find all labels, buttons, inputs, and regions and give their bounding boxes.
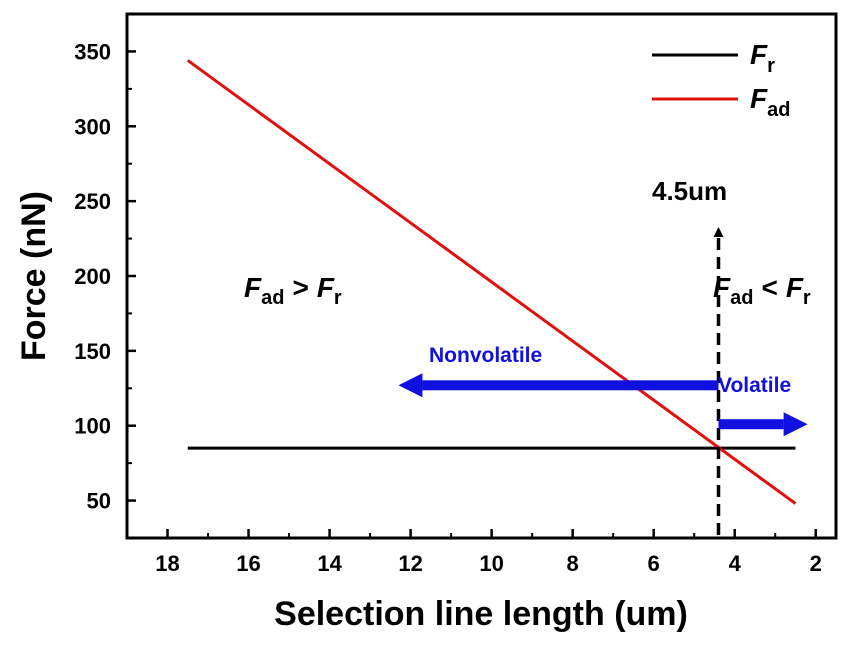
right-region-sub2: r: [803, 287, 811, 309]
nonvolatile-label: Nonvolatile: [429, 344, 542, 367]
series-line-F-ad: [186, 59, 797, 505]
right-region-f2: F: [786, 272, 804, 303]
left-region-sub2: r: [334, 287, 342, 309]
left-region-label: Fad > Fr: [244, 272, 342, 309]
left-region-op: >: [292, 272, 308, 303]
right-region-f1: F: [713, 272, 731, 303]
y-tick-label-300: 300: [74, 114, 111, 139]
legend-label-fr: Fr: [750, 39, 775, 77]
left-region-f1: F: [244, 272, 262, 303]
x-tick-label-8: 8: [567, 551, 579, 576]
nonvolatile-arrow-shaft: [422, 380, 719, 391]
y-tick-label-200: 200: [74, 264, 111, 289]
volatile-label: Volatile: [718, 374, 791, 397]
x-tick-label-10: 10: [479, 551, 503, 576]
y-tick-label-350: 350: [74, 39, 111, 64]
nonvolatile-arrow-head: [398, 373, 423, 398]
y-tick-label-100: 100: [74, 414, 111, 439]
y-tick-label-50: 50: [87, 489, 111, 514]
legend-label-fad: Fad: [750, 83, 790, 121]
x-tick-label-12: 12: [398, 551, 422, 576]
y-tick-label-150: 150: [74, 339, 111, 364]
legend-fad-sub: ad: [767, 99, 790, 121]
x-tick-label-16: 16: [236, 551, 260, 576]
x-tick-label-14: 14: [317, 551, 342, 576]
x-tick-label-2: 2: [810, 551, 822, 576]
legend-fr-sub: r: [767, 55, 775, 77]
volatile-arrow-head: [783, 412, 808, 437]
series-lines: [186, 59, 797, 505]
x-tick-label-6: 6: [648, 551, 660, 576]
x-tick-label-18: 18: [155, 551, 179, 576]
y-axis-title: Force (nN): [15, 191, 53, 361]
legend: Fr Fad: [652, 39, 790, 121]
right-region-op: <: [761, 272, 777, 303]
left-region-f2: F: [317, 272, 335, 303]
x-tick-label-4: 4: [729, 551, 742, 576]
left-region-sub1: ad: [261, 287, 284, 309]
right-region-sub1: ad: [730, 287, 753, 309]
y-tick-label-250: 250: [74, 189, 111, 214]
region-arrows: [398, 373, 808, 437]
volatile-arrow-shaft: [718, 419, 784, 430]
legend-fr-f: F: [750, 39, 768, 70]
marker-label: 4.5um: [652, 176, 727, 206]
legend-fad-f: F: [750, 83, 768, 114]
right-region-label: Fad < Fr: [713, 272, 811, 309]
x-axis-title: Selection line length (um): [274, 595, 688, 633]
